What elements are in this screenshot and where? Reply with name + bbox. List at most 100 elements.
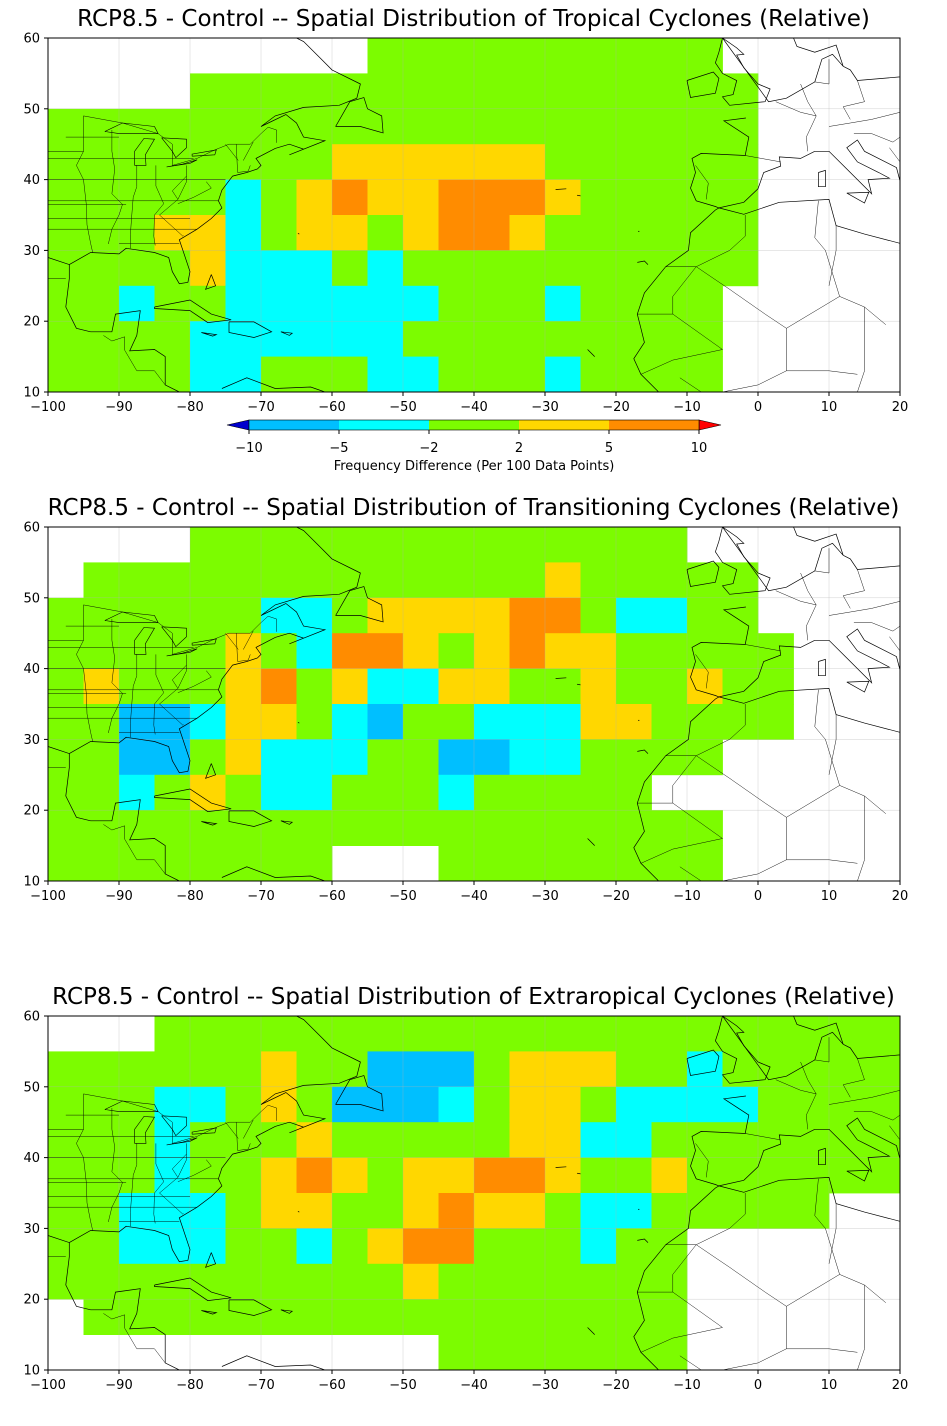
heatmap-cell (83, 668, 120, 705)
coastline (686, 1049, 720, 1076)
border-line (814, 59, 830, 85)
coastline (718, 688, 900, 733)
lake-outline (191, 638, 217, 646)
border-line (775, 590, 817, 641)
heatmap-cell (438, 774, 475, 811)
colorbar-under-arrow (226, 419, 250, 431)
heatmap-cell (119, 1228, 226, 1265)
border-line (76, 1093, 93, 1231)
heatmap-cell (225, 668, 262, 705)
coastline (297, 1211, 300, 1213)
y-tick-label: 10 (23, 875, 40, 890)
y-tick-label: 50 (23, 591, 40, 606)
coastline (637, 1238, 649, 1243)
border-line (786, 859, 858, 864)
lake-outline (191, 149, 217, 157)
heatmap-cell (48, 1193, 120, 1229)
coastline (280, 820, 294, 825)
heatmap-cell (403, 1193, 439, 1229)
heatmap-cell (438, 845, 723, 881)
border-line (108, 619, 123, 734)
heatmap-cell (83, 1299, 688, 1335)
colorbar-bin (249, 420, 339, 430)
heatmap-cell (367, 597, 510, 634)
y-tick-label: 10 (23, 1364, 40, 1379)
coastline (555, 1166, 567, 1168)
heatmap-cell (48, 1228, 120, 1265)
colorbar-frame (248, 419, 700, 431)
heatmap-cell (225, 1086, 262, 1123)
heatmap-cell (119, 739, 191, 776)
border-line (857, 796, 865, 881)
coastline (715, 527, 771, 595)
coastline (555, 188, 567, 190)
coastline (587, 838, 595, 846)
coastline (637, 749, 649, 754)
border-line (889, 636, 900, 652)
border-line (679, 377, 702, 392)
heatmap-cell (119, 285, 155, 322)
x-tick-label: 0 (754, 1378, 762, 1393)
heatmap-cell (225, 739, 262, 776)
border-line (800, 572, 817, 606)
border-line (637, 1244, 697, 1293)
border-line (696, 704, 746, 756)
heatmap-cell (474, 1051, 510, 1088)
coastline (332, 527, 338, 528)
border-line (696, 1244, 840, 1307)
heatmap-cell (651, 1157, 688, 1194)
lake-outline (134, 1116, 156, 1144)
coastline (221, 1355, 326, 1370)
heatmap-cell (545, 285, 581, 322)
heatmap-cell (48, 739, 120, 776)
border-line (814, 689, 886, 814)
heatmap-cell (687, 597, 759, 634)
heatmap-cell (261, 668, 297, 705)
heatmap-cell (545, 633, 617, 669)
coastline (69, 38, 361, 285)
coastline (587, 349, 595, 357)
coastline (205, 1252, 217, 1268)
heatmap-cell (616, 1051, 688, 1088)
heatmap-cell (545, 356, 581, 392)
border-line (857, 1285, 865, 1370)
border-line (745, 644, 781, 652)
coastline (690, 606, 815, 698)
y-tick-label: 40 (23, 1151, 40, 1166)
coastline (818, 658, 826, 677)
colorbar-tick-label: 5 (605, 441, 613, 454)
border-line (153, 1143, 164, 1224)
coastline (154, 1277, 232, 1301)
heatmap-cell (438, 1193, 475, 1229)
heatmap-cell (48, 810, 723, 846)
heatmap-cell (438, 285, 546, 322)
x-tick-label: −100 (30, 400, 66, 415)
coastline (846, 1169, 870, 1182)
lake-outline (166, 648, 198, 657)
x-tick-label: −70 (247, 400, 274, 415)
coastline (48, 746, 180, 881)
coastline (154, 299, 232, 323)
coastline (221, 377, 326, 392)
x-tick-label: −90 (105, 889, 132, 904)
border-line (130, 654, 138, 738)
border-line (695, 165, 709, 200)
x-tick-label: −80 (176, 400, 203, 415)
border-line (225, 633, 239, 650)
x-tick-label: −50 (389, 1378, 416, 1393)
heatmap-cell (367, 1157, 404, 1194)
heatmap-cell (332, 774, 439, 811)
coastline (843, 1016, 900, 1059)
border-line (243, 141, 254, 161)
border-line (76, 604, 93, 742)
heatmap-cell (296, 668, 333, 705)
heatmap-cell (367, 215, 404, 251)
heatmap-cell (119, 774, 155, 811)
border-line (842, 569, 865, 609)
border-line (124, 1328, 166, 1364)
coastline (201, 332, 218, 337)
heatmap-cell (190, 1122, 297, 1158)
heatmap-cell (332, 704, 368, 740)
heatmap-cell (261, 597, 333, 634)
coastline (332, 38, 338, 39)
